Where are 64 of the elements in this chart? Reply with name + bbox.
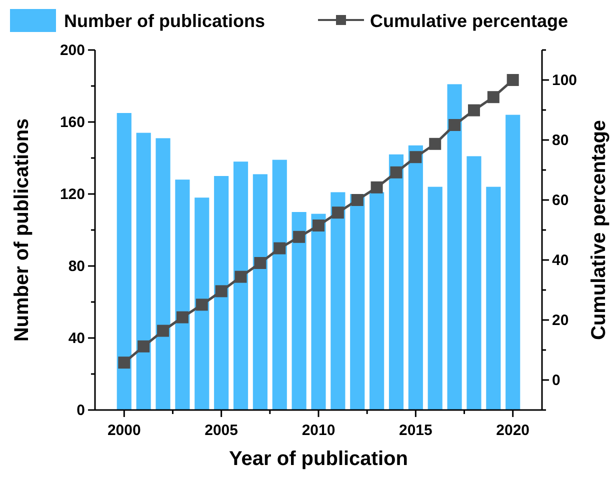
point — [196, 298, 208, 311]
point — [468, 104, 480, 116]
bar — [466, 156, 482, 410]
bar — [156, 138, 170, 410]
legend-label: Number of publications — [64, 11, 266, 31]
y-tick-label: 200 — [60, 42, 85, 59]
y2-tick-label: 80 — [552, 132, 569, 149]
bar — [194, 198, 210, 410]
bar — [408, 145, 423, 410]
x-axis-title: Year of publication — [229, 448, 408, 470]
bar — [214, 176, 229, 410]
point — [312, 220, 324, 232]
y-tick-label: 160 — [60, 114, 85, 131]
x-tick-label: 2015 — [398, 422, 432, 439]
y-tick-label: 0 — [76, 402, 85, 419]
y-axis-title: Number of publications — [11, 118, 33, 342]
bar — [233, 162, 248, 410]
point — [506, 74, 519, 86]
point — [118, 356, 130, 369]
point — [176, 311, 188, 324]
x-tick-label: 2005 — [204, 422, 238, 439]
y2-tick-label: 0 — [552, 372, 560, 389]
bar — [175, 180, 190, 410]
point — [487, 91, 500, 104]
y2-tick-label: 20 — [552, 312, 569, 329]
bar — [252, 174, 268, 410]
bar — [272, 160, 287, 410]
point — [351, 194, 364, 206]
point — [293, 230, 306, 243]
y2-tick-label: 100 — [552, 72, 578, 89]
point — [429, 138, 442, 150]
bar — [350, 194, 365, 410]
x-tick-label: 2010 — [302, 422, 336, 439]
bar — [447, 84, 462, 410]
bar — [116, 113, 132, 410]
point — [254, 257, 266, 269]
point — [410, 151, 422, 164]
y2-tick-label: 60 — [552, 192, 569, 209]
y-tick-label: 120 — [60, 186, 85, 203]
bar — [428, 186, 442, 410]
y-tick-label: 40 — [68, 330, 85, 347]
point — [138, 340, 150, 352]
point — [390, 166, 402, 178]
point — [448, 119, 461, 131]
bar — [388, 154, 404, 410]
bar — [136, 132, 151, 410]
y2-axis-title: Cumulative percentage — [588, 120, 610, 340]
x-tick-label: 2020 — [496, 422, 530, 439]
point — [370, 181, 383, 194]
bar — [370, 192, 384, 410]
x-tick-label: 2000 — [107, 422, 141, 439]
legend-label: Cumulative percentage — [370, 11, 568, 31]
y-tick-label: 80 — [68, 258, 85, 275]
point — [234, 270, 247, 283]
point — [274, 242, 286, 254]
bar — [486, 186, 501, 410]
bar — [330, 192, 346, 410]
point — [332, 206, 344, 219]
y2-tick-label: 40 — [552, 252, 569, 269]
bar — [292, 212, 306, 410]
point — [157, 324, 170, 337]
point — [215, 285, 228, 298]
bar — [506, 114, 520, 410]
bar — [311, 214, 326, 410]
